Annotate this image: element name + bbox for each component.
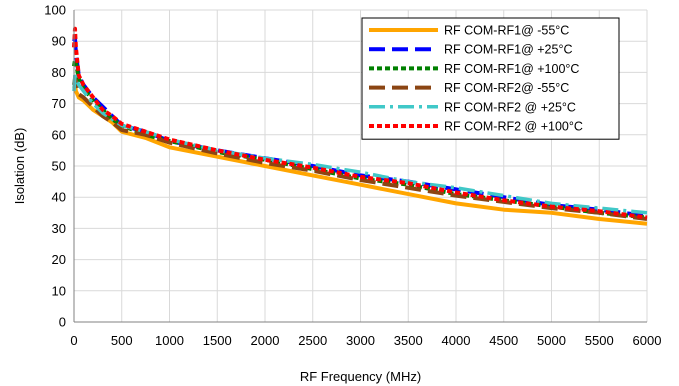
y-tick-label: 40: [52, 190, 66, 205]
legend-label-1: RF COM-RF1@ -55°C: [444, 24, 569, 38]
x-tick-label: 5500: [585, 333, 614, 348]
y-tick-label: 30: [52, 221, 66, 236]
series-line-6: [72, 26, 648, 220]
y-tick-label: 0: [59, 315, 66, 330]
x-tick-label: 500: [111, 333, 133, 348]
y-tick-label: 70: [52, 96, 66, 111]
series-line-1: [72, 82, 648, 226]
legend-box: [361, 17, 620, 140]
x-tick-label: 4500: [489, 333, 518, 348]
x-tick-label: 1000: [155, 333, 184, 348]
y-tick-label: 90: [52, 34, 66, 49]
x-tick-label: 4000: [442, 333, 471, 348]
legend-label-4: RF COM-RF2@ -55°C: [444, 81, 569, 95]
legend-label-3: RF COM-RF1@ +100°C: [444, 62, 579, 76]
legend-label-5: RF COM-RF2 @ +25°C: [444, 100, 576, 114]
x-tick-label: 0: [70, 333, 77, 348]
x-tick-label: 5000: [537, 333, 566, 348]
x-tick-label: 3000: [346, 333, 375, 348]
grid: [73, 9, 648, 323]
y-axis-title: Isolation (dB): [12, 128, 27, 205]
y-tick-label: 10: [52, 283, 66, 298]
x-tick-label: 6000: [633, 333, 662, 348]
legend: RF COM-RF1@ -55°C RF COM-RF1@ +25°C RF COM…: [361, 17, 620, 140]
x-axis-title: RF Frequency (MHz): [300, 369, 421, 384]
x-tick-label: 1500: [203, 333, 232, 348]
legend-label-6: RF COM-RF2 @ +100°C: [444, 120, 583, 134]
y-tick-label: 60: [52, 127, 66, 142]
legend-label-2: RF COM-RF1@ +25°C: [444, 43, 572, 57]
x-tick-label: 3500: [394, 333, 423, 348]
y-tick-label: 80: [52, 65, 66, 80]
y-tick-label: 50: [52, 159, 66, 174]
series-lines: [72, 26, 648, 226]
y-tick-label: 100: [44, 3, 66, 18]
x-tick-label: 2500: [298, 333, 327, 348]
x-tick-label: 2000: [251, 333, 280, 348]
y-tick-label: 20: [52, 252, 66, 267]
series-line-5: [72, 70, 648, 215]
series-line-4: [72, 76, 648, 221]
